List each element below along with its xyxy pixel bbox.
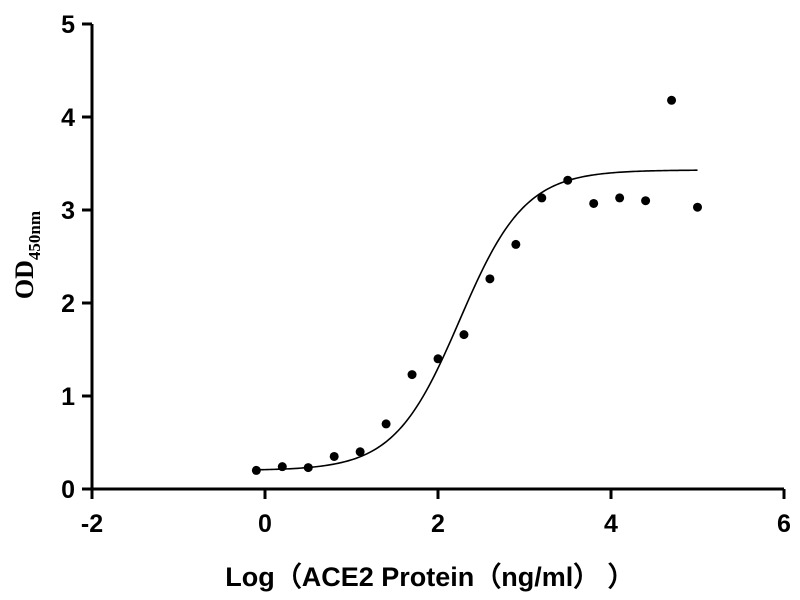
data-point bbox=[563, 175, 573, 185]
data-point bbox=[537, 193, 547, 203]
x-tick-label: -2 bbox=[81, 510, 103, 538]
y-axis-title-subscript: 450nm bbox=[25, 211, 44, 260]
data-point bbox=[303, 463, 313, 473]
data-point bbox=[485, 274, 495, 284]
y-tick-label: 5 bbox=[61, 11, 75, 39]
data-point bbox=[589, 198, 599, 208]
y-axis-ticks: 0 1 2 3 4 5 bbox=[61, 11, 92, 504]
data-point bbox=[251, 465, 261, 475]
data-point bbox=[407, 370, 417, 380]
data-point bbox=[433, 354, 443, 364]
y-tick-label: 2 bbox=[61, 290, 75, 318]
data-point bbox=[277, 462, 287, 472]
x-tick-label: 0 bbox=[258, 510, 272, 538]
data-point bbox=[615, 193, 625, 203]
y-tick-label: 0 bbox=[61, 476, 75, 504]
data-point bbox=[381, 419, 391, 429]
data-point bbox=[641, 196, 651, 206]
y-axis-title-main: OD bbox=[10, 260, 39, 299]
data-point bbox=[355, 447, 365, 457]
data-point bbox=[667, 95, 677, 105]
x-tick-label: 6 bbox=[777, 510, 791, 538]
data-point bbox=[329, 451, 339, 461]
axes bbox=[90, 24, 784, 491]
x-tick-label: 2 bbox=[431, 510, 445, 538]
y-tick-label: 4 bbox=[61, 104, 75, 132]
data-point bbox=[511, 239, 521, 249]
y-tick-label: 1 bbox=[61, 383, 75, 411]
y-tick-label: 3 bbox=[61, 197, 75, 225]
data-point bbox=[459, 330, 469, 340]
fit-curve bbox=[256, 169, 698, 471]
y-axis-title: OD450nm bbox=[10, 211, 44, 299]
x-axis-ticks: -2 0 2 4 6 bbox=[81, 489, 791, 538]
x-tick-label: 4 bbox=[604, 510, 618, 538]
data-points bbox=[251, 95, 702, 475]
data-point bbox=[693, 202, 702, 212]
x-axis-title: Log（ACE2 Protein（ng/ml） ） bbox=[225, 562, 635, 592]
